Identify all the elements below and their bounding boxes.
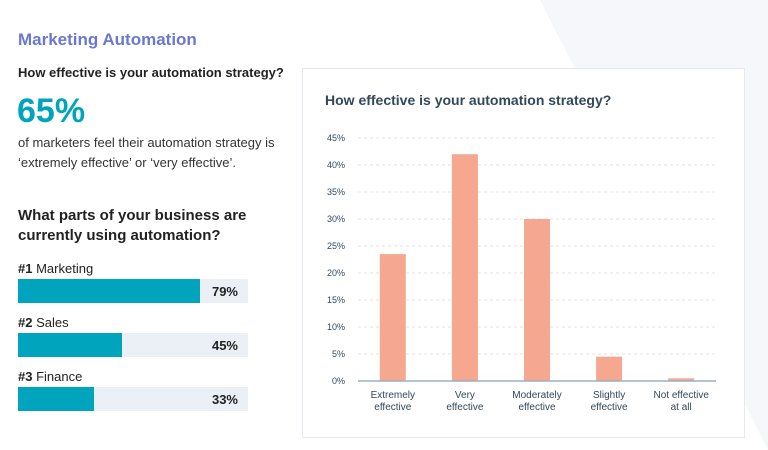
bar <box>596 356 623 381</box>
bar <box>451 154 478 381</box>
usage-bar-track: 33% <box>18 387 248 411</box>
y-tick-label: 15% <box>327 295 345 305</box>
y-tick-label: 35% <box>327 187 345 197</box>
x-tick-label: effective <box>446 402 483 413</box>
x-tick-label: Extremely <box>371 390 415 401</box>
x-tick-label: effective <box>591 402 628 413</box>
usage-row: #1 Marketing 79% <box>18 261 248 303</box>
y-tick-label: 20% <box>327 268 345 278</box>
x-tick-label: Not effective <box>653 390 709 401</box>
bar <box>668 378 695 381</box>
x-tick-label: Slightly <box>593 390 625 401</box>
y-tick-label: 5% <box>332 349 345 359</box>
usage-row: #3 Finance 33% <box>18 369 248 411</box>
question-heading: How effective is your automation strateg… <box>18 65 284 80</box>
y-tick-label: 25% <box>327 241 345 251</box>
usage-rank: #1 <box>18 261 33 276</box>
usage-name: Finance <box>36 369 83 384</box>
y-tick-label: 45% <box>327 133 345 143</box>
bar <box>379 254 406 381</box>
y-tick-label: 30% <box>327 214 345 224</box>
chart-title: How effective is your automation strateg… <box>325 92 612 108</box>
usage-name: Sales <box>36 315 69 330</box>
usage-bar-fill <box>18 279 200 303</box>
x-tick-label: Moderately <box>512 390 561 401</box>
chart-card: How effective is your automation strateg… <box>302 68 745 438</box>
y-tick-label: 40% <box>327 160 345 170</box>
x-tick-label: Very <box>455 390 475 401</box>
usage-heading: What parts of your business are currentl… <box>18 207 247 244</box>
usage-rank: #3 <box>18 369 33 384</box>
usage-rank: #2 <box>18 315 33 330</box>
usage-bar-fill <box>18 387 94 411</box>
usage-percent: 45% <box>211 338 238 353</box>
usage-name: Marketing <box>36 261 94 276</box>
stat-description: of marketers feel their automation strat… <box>18 135 275 170</box>
usage-label: #3 Finance <box>18 369 248 385</box>
page-title: Marketing Automation <box>18 30 197 49</box>
usage-percent: 33% <box>211 392 238 407</box>
stat-value: 65% <box>17 92 86 130</box>
y-tick-label: 10% <box>327 322 345 332</box>
bar <box>524 219 550 381</box>
usage-bar-track: 45% <box>18 333 248 357</box>
usage-label: #2 Sales <box>18 315 248 331</box>
bar-chart: 0%5%10%15%20%25%30%35%40%45%Extremelyeff… <box>327 133 716 413</box>
y-tick-label: 0% <box>332 376 345 386</box>
x-tick-label: effective <box>374 402 411 413</box>
usage-percent: 79% <box>211 284 238 299</box>
usage-row: #2 Sales 45% <box>18 315 248 357</box>
x-tick-label: at all <box>671 402 692 413</box>
x-tick-label: effective <box>518 402 555 413</box>
usage-bar-track: 79% <box>18 279 248 303</box>
usage-bar-fill <box>18 333 122 357</box>
usage-label: #1 Marketing <box>18 261 248 277</box>
